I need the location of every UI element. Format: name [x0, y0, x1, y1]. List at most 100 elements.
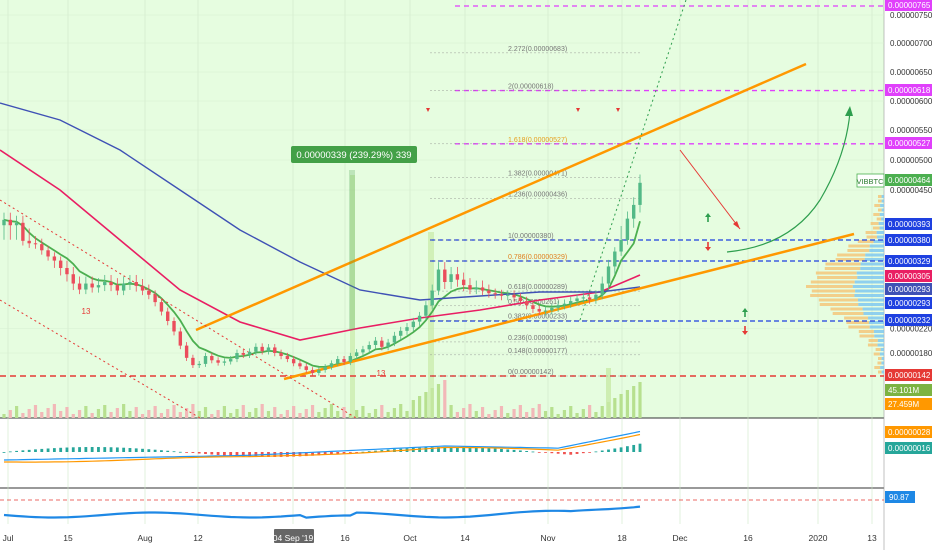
volume-bar: [625, 390, 630, 418]
price-label-tag: [885, 369, 932, 381]
candle-body: [203, 356, 208, 364]
volume-bar: [159, 413, 164, 418]
volume-profile-bar: [817, 276, 858, 279]
macd-histogram-bar: [600, 450, 604, 452]
macd-histogram-bar: [191, 452, 195, 453]
candle-body: [562, 303, 567, 306]
price-pane[interactable]: [0, 0, 884, 418]
volume-profile-bar: [878, 222, 884, 225]
macd-histogram-bar: [311, 452, 314, 456]
macd-histogram-bar: [550, 452, 554, 454]
volume-profile-bar: [863, 312, 884, 315]
sell-marker: [576, 108, 580, 112]
up-arrow-icon: [705, 213, 711, 222]
volume-bar: [279, 414, 283, 418]
macd-histogram-bar: [34, 449, 37, 452]
macd-histogram-bar: [619, 447, 623, 452]
volume-bar: [27, 409, 31, 418]
price-label-text: 0.00000393: [888, 220, 931, 229]
volume-bar: [310, 405, 315, 418]
volume-bar: [247, 412, 252, 418]
price-label-text: 0.00000293: [888, 285, 931, 294]
macd-histogram-bar: [367, 451, 371, 452]
volume-bar: [550, 407, 554, 418]
y-tick-label: 0.00000500: [890, 156, 932, 165]
volume-bar: [203, 407, 208, 418]
volume-bar: [462, 408, 466, 418]
macd-histogram-bar: [323, 452, 327, 455]
x-tick-label: 15: [63, 533, 73, 543]
macd-histogram-bar: [317, 452, 321, 456]
candle-body: [310, 369, 315, 373]
candle-body: [380, 340, 384, 347]
volume-profile-bar: [881, 357, 884, 360]
candle-body: [247, 351, 252, 355]
volume-bar: [506, 413, 510, 418]
volume-spike: [606, 368, 611, 418]
y-tick-label: 0.00000600: [890, 97, 932, 106]
volume-profile-bar: [879, 226, 884, 230]
macd-histogram-bar: [160, 450, 163, 452]
volume-bar: [304, 409, 308, 418]
volume-bar: [336, 411, 340, 418]
price-label-text: 0.00000232: [888, 316, 931, 325]
fib-label: 0(0.00000142): [508, 369, 554, 376]
candle-body: [600, 283, 604, 295]
volume-bar: [518, 405, 522, 418]
candle-body: [40, 244, 44, 251]
macd-histogram-bar: [27, 449, 31, 452]
macd-histogram-bar: [626, 446, 629, 452]
volume-bar: [543, 411, 548, 418]
rsi-pane[interactable]: [0, 488, 884, 524]
time-axis[interactable]: [0, 524, 932, 550]
candle-body: [52, 256, 57, 261]
volume-bar: [109, 412, 113, 418]
volume-profile-bar: [877, 361, 882, 365]
volume-bar: [468, 404, 472, 418]
price-label-text: 0.00000380: [888, 236, 931, 245]
volume-profile-bar: [846, 321, 869, 324]
volume-bar: [191, 404, 195, 418]
candle-body: [537, 308, 541, 312]
x-tick-label: Oct: [403, 533, 417, 543]
volume-bar: [241, 405, 245, 418]
macd-histogram-bar: [607, 449, 610, 452]
macd-histogram-bar: [575, 452, 579, 454]
volume-bar: [474, 411, 478, 418]
volume-profile-bar: [877, 339, 884, 342]
projection-dotted: [579, 0, 687, 321]
price-label-text: 0.00000527: [888, 139, 931, 148]
volume-profile-bar: [865, 231, 877, 234]
x-tick-label: 16: [743, 533, 753, 543]
candle-body: [71, 274, 75, 284]
volume-bar: [329, 404, 334, 418]
volume-profile-bar: [855, 289, 884, 293]
volume-bar: [33, 405, 38, 418]
ema-mid-line: [0, 149, 641, 341]
volume-bar: [487, 414, 491, 418]
arrow-head-icon: [733, 221, 740, 229]
volume-profile-bar: [837, 253, 866, 257]
volume-bar: [575, 413, 579, 418]
price-label-tag: [885, 84, 932, 96]
x-tick-label: Dec: [672, 533, 688, 543]
price-label-text: 0.00000293: [888, 299, 931, 308]
macd-histogram-bar: [525, 450, 529, 452]
volume-profile-bar: [881, 361, 884, 365]
price-label-tag: [885, 270, 932, 282]
fib-label: 0.786(0.00000329): [508, 254, 567, 261]
macd-histogram-bar: [141, 448, 144, 452]
fib-label: 2(0.00000618): [508, 84, 554, 91]
candle-body: [613, 251, 617, 267]
volume-bar: [260, 404, 264, 418]
volume-bar: [134, 407, 138, 418]
candle-body: [191, 357, 195, 366]
candle-body: [279, 353, 283, 357]
volume-profile-bar: [860, 262, 884, 266]
volume-bar: [588, 405, 592, 418]
macd-pane[interactable]: [0, 418, 884, 488]
volume-bar: [581, 409, 585, 418]
macd-histogram-bar: [292, 452, 296, 457]
